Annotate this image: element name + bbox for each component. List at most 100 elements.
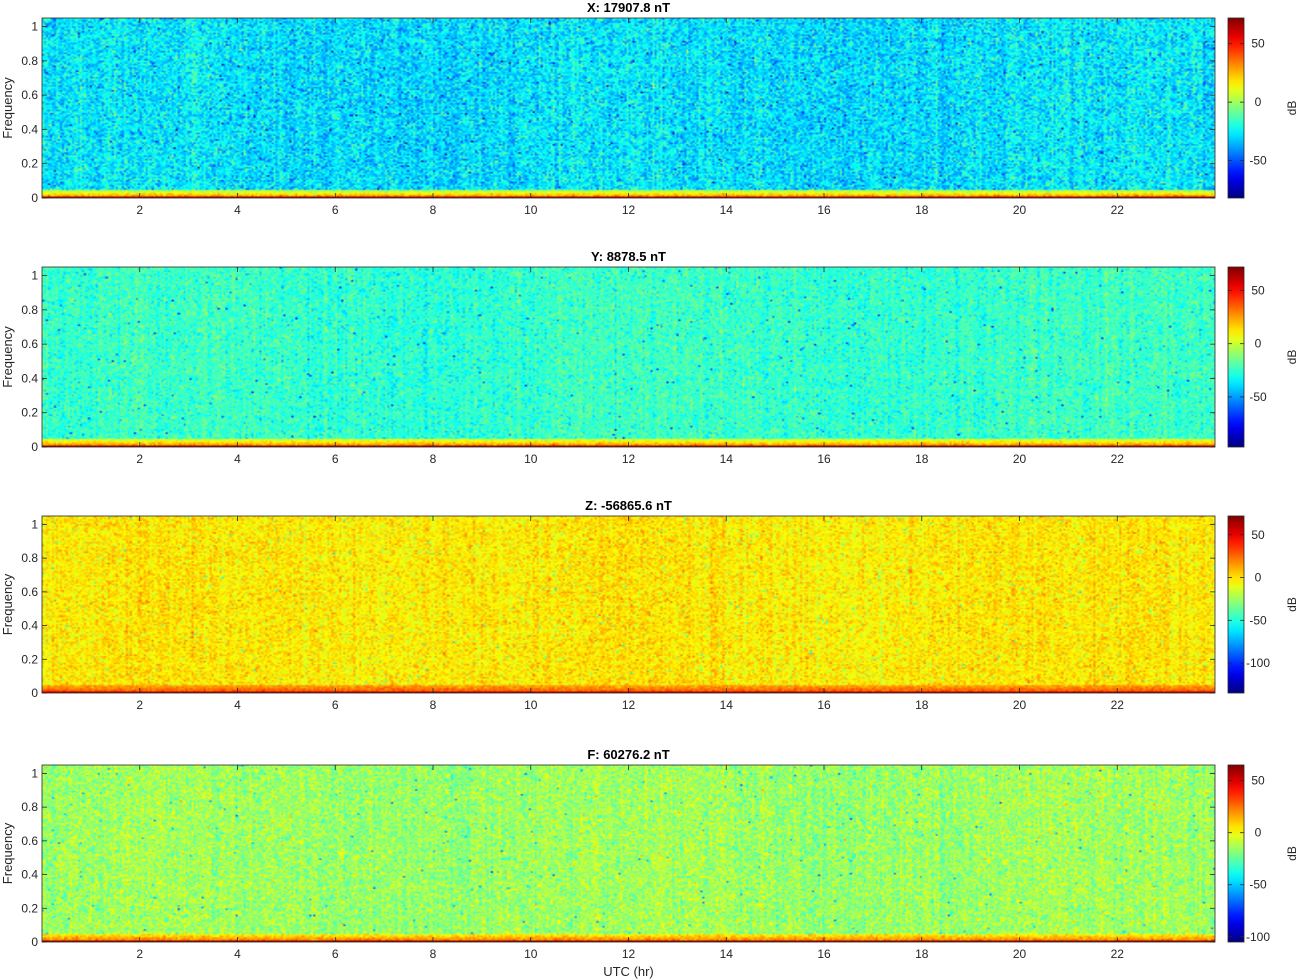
x-tick-label: 6 — [332, 452, 339, 466]
y-tick-label: 0.4 — [21, 868, 38, 882]
y-tick-label: 0 — [31, 686, 38, 700]
y-tick-label: 0.4 — [21, 619, 38, 633]
x-tick-label: 20 — [1013, 698, 1027, 712]
panel-title: Z: -56865.6 nT — [585, 498, 672, 513]
panel-3: 2 4 6 8 10 12 14 16 18 20 22 0 0.2 0.4 0.6 0.8 1 Z: -5686… — [0, 498, 1299, 712]
x-tick-label: 2 — [136, 947, 143, 961]
x-tick-label: 22 — [1111, 698, 1125, 712]
y-tick-label: 1 — [31, 517, 38, 531]
x-tick-label: 16 — [817, 947, 831, 961]
y-tick-label: 0.6 — [21, 585, 38, 599]
y-tick-label: 0.6 — [21, 834, 38, 848]
x-tick-label: 22 — [1111, 947, 1125, 961]
x-tick-label: 8 — [430, 947, 437, 961]
x-tick-label: 2 — [136, 452, 143, 466]
y-tick-label: 0.8 — [21, 800, 38, 814]
x-tick-label: 8 — [430, 452, 437, 466]
x-tick-label: 12 — [622, 698, 636, 712]
x-tick-label: 18 — [915, 203, 929, 217]
y-tick-label: 0 — [31, 191, 38, 205]
y-tick-label: 0.4 — [21, 371, 38, 385]
y-tick-label: 0 — [31, 440, 38, 454]
colorbar-tick-label: 50 — [1251, 528, 1265, 542]
x-tick-label: 12 — [622, 203, 636, 217]
x-tick-label: 6 — [332, 947, 339, 961]
x-tick-label: 20 — [1013, 203, 1027, 217]
colorbar-tick-label: 50 — [1251, 283, 1265, 297]
panel-title: F: 60276.2 nT — [587, 747, 669, 762]
x-tick-label: 16 — [817, 698, 831, 712]
colorbar-tick-label: -100 — [1246, 930, 1270, 944]
x-tick-label: 18 — [915, 947, 929, 961]
x-axis-label: UTC (hr) — [603, 964, 654, 979]
y-tick-label: 1 — [31, 766, 38, 780]
y-tick-label: 0.2 — [21, 406, 38, 420]
x-tick-label: 12 — [622, 947, 636, 961]
panel-title: X: 17907.8 nT — [587, 0, 670, 15]
x-tick-label: 22 — [1111, 203, 1125, 217]
colorbar-label: dB — [1285, 597, 1299, 612]
panel-1: 2 4 6 8 10 12 14 16 18 20 22 0 0.2 0.4 0.6 0.8 1 X: 17907… — [0, 0, 1299, 217]
colorbar — [1227, 17, 1245, 199]
x-tick-label: 22 — [1111, 452, 1125, 466]
x-tick-label: 20 — [1013, 452, 1027, 466]
y-axis-label: Frequency — [0, 326, 15, 388]
x-tick-label: 6 — [332, 203, 339, 217]
y-tick-label: 0.6 — [21, 337, 38, 351]
colorbar-tick-label: -50 — [1249, 390, 1267, 404]
x-tick-label: 16 — [817, 203, 831, 217]
x-tick-label: 8 — [430, 203, 437, 217]
colorbar-tick-label: 0 — [1255, 826, 1262, 840]
x-tick-label: 10 — [524, 203, 538, 217]
colorbar-tick-label: -100 — [1246, 656, 1270, 670]
x-tick-label: 16 — [817, 452, 831, 466]
x-tick-label: 14 — [720, 203, 734, 217]
y-axis-label: Frequency — [0, 77, 15, 139]
y-tick-label: 0 — [31, 935, 38, 949]
x-tick-label: 4 — [234, 698, 241, 712]
x-tick-label: 4 — [234, 452, 241, 466]
y-tick-label: 0.2 — [21, 901, 38, 915]
y-axis-label: Frequency — [0, 822, 15, 884]
spectrogram-image — [42, 765, 1215, 942]
panel-2: 2 4 6 8 10 12 14 16 18 20 22 0 0.2 0.4 0.6 0.8 1 Y: 8878.… — [0, 249, 1299, 466]
y-tick-label: 0.2 — [21, 157, 38, 171]
y-tick-label: 0.8 — [21, 551, 38, 565]
y-axis-label: Frequency — [0, 573, 15, 635]
colorbar-tick-label: 0 — [1255, 571, 1262, 585]
x-tick-label: 2 — [136, 203, 143, 217]
y-tick-label: 0.8 — [21, 303, 38, 317]
y-tick-label: 0.4 — [21, 122, 38, 136]
colorbar-tick-label: -50 — [1249, 613, 1267, 627]
colorbar-label: dB — [1285, 846, 1299, 861]
colorbar — [1227, 515, 1245, 694]
x-tick-label: 18 — [915, 452, 929, 466]
colorbar-tick-label: -50 — [1249, 878, 1267, 892]
colorbar-tick-label: 50 — [1251, 37, 1265, 51]
x-tick-label: 20 — [1013, 947, 1027, 961]
x-tick-label: 4 — [234, 203, 241, 217]
x-tick-label: 6 — [332, 698, 339, 712]
x-tick-label: 2 — [136, 698, 143, 712]
x-tick-label: 10 — [524, 698, 538, 712]
y-tick-label: 1 — [31, 269, 38, 283]
y-tick-label: 0.2 — [21, 652, 38, 666]
x-tick-label: 4 — [234, 947, 241, 961]
x-tick-label: 12 — [622, 452, 636, 466]
colorbar — [1227, 764, 1245, 943]
x-tick-label: 14 — [720, 698, 734, 712]
y-tick-label: 0.6 — [21, 88, 38, 102]
x-tick-label: 14 — [720, 452, 734, 466]
x-tick-label: 10 — [524, 947, 538, 961]
spectrogram-image — [42, 267, 1215, 447]
y-tick-label: 1 — [31, 20, 38, 34]
panel-title: Y: 8878.5 nT — [591, 249, 666, 264]
panel-4: 2 4 6 8 10 12 14 16 18 20 22 0 0.2 0.4 0.6 0.8 1 F: 60276… — [0, 747, 1299, 979]
colorbar-tick-label: -50 — [1249, 154, 1267, 168]
x-tick-label: 8 — [430, 698, 437, 712]
colorbar-tick-label: 50 — [1251, 774, 1265, 788]
colorbar-tick-label: 0 — [1255, 95, 1262, 109]
colorbar-tick-label: 0 — [1255, 337, 1262, 351]
spectrogram-image — [42, 18, 1215, 198]
